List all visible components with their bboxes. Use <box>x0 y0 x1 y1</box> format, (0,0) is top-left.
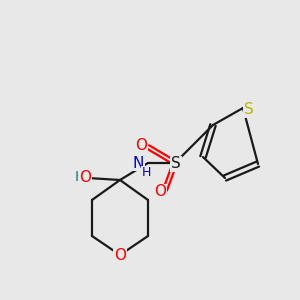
Text: O: O <box>135 139 147 154</box>
Text: H: H <box>75 170 85 184</box>
Text: H: H <box>141 167 151 179</box>
Text: N: N <box>133 155 144 170</box>
Text: O: O <box>79 169 91 184</box>
Text: O: O <box>154 184 166 200</box>
Text: S: S <box>244 103 254 118</box>
Text: O: O <box>114 248 126 263</box>
Text: S: S <box>171 157 181 172</box>
